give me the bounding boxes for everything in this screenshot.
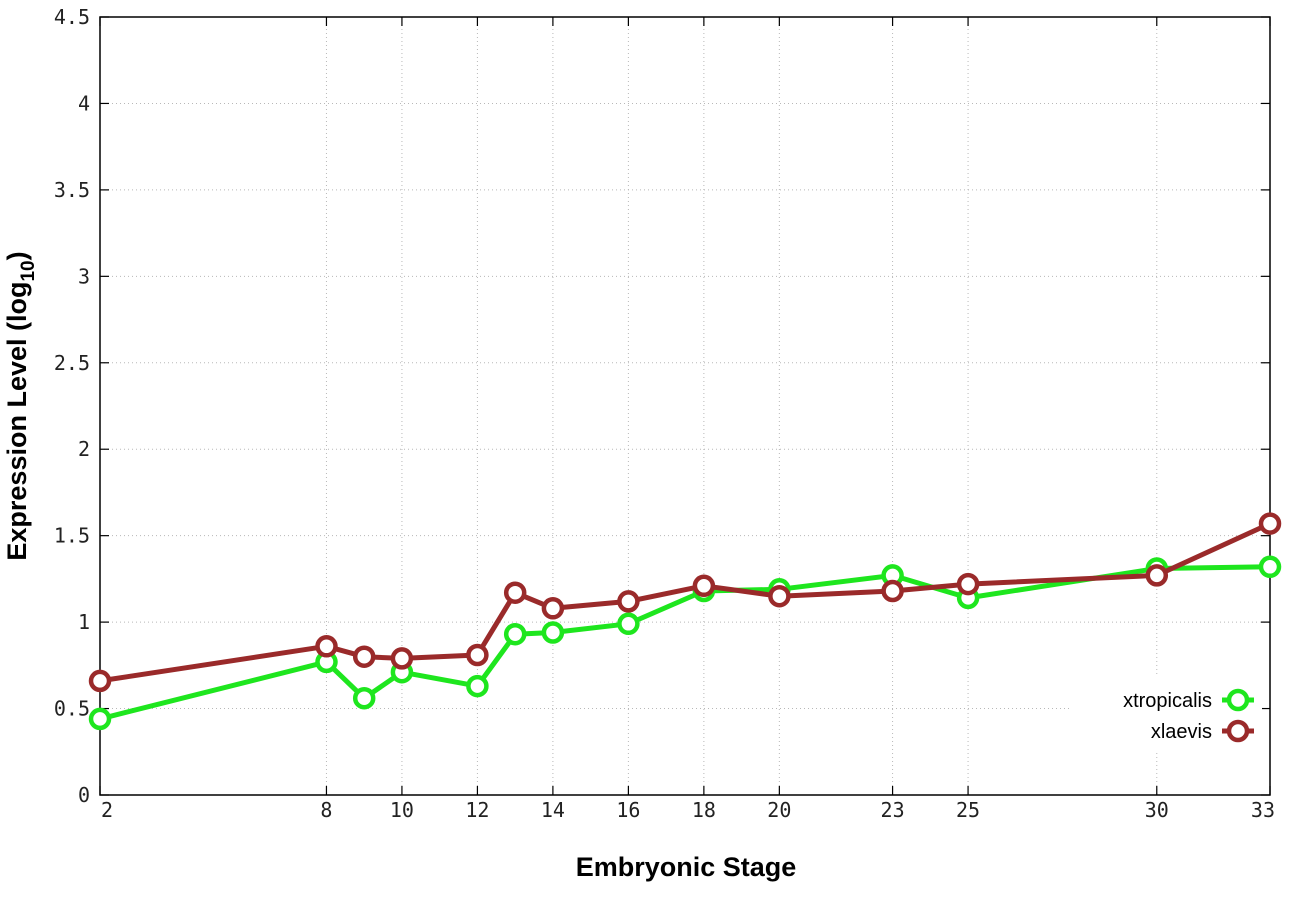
data-point-xtropicalis	[541, 621, 565, 644]
series-line-xlaevis	[97, 521, 1273, 684]
y-tick-label: 1	[78, 610, 90, 634]
data-point-xlaevis	[881, 579, 904, 603]
legend-marker-xlaevis	[1226, 719, 1250, 743]
x-tick-label: 30	[1145, 798, 1169, 822]
x-tick-label: 14	[541, 798, 565, 822]
data-point-xlaevis	[1145, 564, 1169, 587]
y-tick-label: 4	[78, 91, 90, 115]
data-point-xtropicalis	[503, 622, 527, 646]
legend: xtropicalis xlaevis	[1072, 676, 1262, 752]
data-point-xtropicalis	[1258, 555, 1282, 579]
series-layer	[88, 512, 1282, 731]
data-point-xlaevis	[466, 643, 489, 667]
y-axis-title-close: )	[2, 251, 32, 260]
legend-label-xlaevis: xlaevis	[1151, 721, 1212, 743]
x-tick-label: 20	[767, 798, 791, 822]
y-axis-title-subscript: 10	[18, 260, 39, 281]
data-point-xtropicalis	[352, 686, 376, 710]
data-point-xlaevis	[390, 647, 414, 670]
data-point-xtropicalis	[466, 674, 489, 698]
legend-label-xtropicalis: xtropicalis	[1123, 690, 1212, 712]
y-tick-label: 0	[78, 783, 90, 807]
x-tick-label: 23	[881, 798, 905, 822]
x-tick-label: 2	[101, 798, 113, 822]
x-axis-title: Embryonic Stage	[576, 852, 797, 882]
y-tick-label: 3.5	[54, 178, 90, 202]
x-tick-label: 12	[465, 798, 489, 822]
data-point-xlaevis	[1258, 512, 1282, 535]
y-tick-labels: 0 0.5 1 1.5 2 2.5 3 3.5 4 4.5	[54, 5, 90, 807]
x-tick-label: 10	[390, 798, 414, 822]
x-tick-label: 8	[320, 798, 332, 822]
data-point-xlaevis	[692, 574, 716, 598]
data-point-xlaevis	[768, 584, 791, 608]
data-point-xlaevis	[503, 581, 527, 604]
data-point-xtropicalis	[88, 707, 112, 731]
plot-area-border	[99, 16, 1271, 796]
data-point-xlaevis	[352, 645, 376, 668]
data-point-xlaevis	[88, 669, 112, 693]
x-tick-label: 16	[616, 798, 640, 822]
data-point-xlaevis	[541, 597, 565, 620]
x-tick-label: 25	[956, 798, 980, 822]
data-point-xtropicalis	[617, 612, 640, 636]
x-tick-label: 18	[692, 798, 716, 822]
y-tick-label: 3	[78, 264, 90, 288]
y-axis-title: Expression Level (log10)	[2, 251, 39, 560]
x-tick-labels: 2 8 10 12 14 16 18 20 23 25 30 33	[101, 798, 1275, 822]
data-point-xlaevis	[315, 635, 338, 658]
y-tick-label: 4.5	[54, 5, 90, 29]
legend-background	[1072, 676, 1262, 752]
y-axis-title-main: Expression Level (log	[2, 282, 32, 561]
data-point-xlaevis	[956, 572, 980, 596]
legend-marker-xtropicalis	[1226, 688, 1250, 712]
y-tick-label: 2	[78, 437, 90, 461]
y-tick-label: 0.5	[54, 697, 90, 721]
y-tick-label: 2.5	[54, 351, 90, 375]
data-point-xlaevis	[617, 590, 640, 613]
axis-ticks	[99, 16, 1271, 796]
y-tick-label: 1.5	[54, 524, 90, 548]
x-tick-label: 33	[1251, 798, 1275, 822]
